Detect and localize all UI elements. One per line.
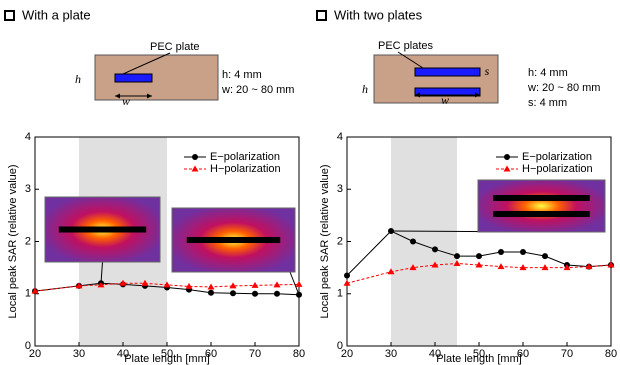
x-axis-label: Plate length [mm] (436, 353, 522, 365)
marker (344, 272, 350, 278)
marker (476, 253, 482, 259)
marker (208, 290, 214, 296)
marker (454, 253, 460, 259)
diagram-label: PEC plates (378, 40, 434, 52)
y-tick-label: 4 (337, 131, 343, 143)
spec-text: h: 4 mm (528, 67, 568, 79)
y-tick-label: 3 (337, 183, 343, 195)
y-axis-label: Local peak SAR (relative value) (7, 164, 19, 318)
pec-plate (115, 74, 152, 82)
y-tick-label: 2 (337, 235, 343, 247)
plate-in-field (493, 195, 590, 201)
x-tick-label: 20 (341, 348, 353, 360)
figure: With a plate PEC plate h w h: 4 mm w: 20 ~ 80… (0, 0, 620, 365)
substrate (95, 55, 218, 100)
x-tick-label: 20 (29, 348, 41, 360)
marker (230, 290, 236, 296)
x-tick-label: 70 (249, 348, 261, 360)
plate-in-field (187, 237, 280, 243)
spec-text: s: 4 mm (528, 97, 567, 109)
legend-label: H−polarization (522, 163, 593, 175)
spec-text: w: 20 ~ 80 mm (527, 82, 600, 94)
marker (498, 249, 504, 255)
marker (410, 239, 416, 245)
x-axis-label: Plate length [mm] (124, 353, 210, 365)
field-inset (478, 180, 605, 232)
marker (520, 249, 526, 255)
legend-marker (192, 166, 199, 172)
legend-label: H−polarization (210, 163, 281, 175)
title-box-icon (317, 11, 326, 20)
marker (498, 263, 505, 269)
y-axis-label: Local peak SAR (relative value) (319, 164, 331, 318)
panel-title: With a plate (22, 7, 91, 22)
spec-text: w: 20 ~ 80 mm (221, 84, 294, 96)
marker (208, 283, 215, 289)
diagram-label: PEC plate (150, 41, 200, 53)
y-tick-label: 1 (337, 288, 343, 300)
marker (252, 291, 258, 297)
dim-symbol: s (485, 64, 490, 78)
legend-label: E−polarization (522, 151, 592, 163)
highlight-band (391, 137, 457, 346)
y-tick-label: 3 (25, 183, 31, 195)
title-box-icon (5, 11, 14, 20)
legend-marker (504, 166, 511, 172)
plate-in-field (493, 211, 590, 217)
legend-marker (504, 154, 510, 160)
y-tick-label: 2 (25, 235, 31, 247)
y-tick-label: 1 (25, 288, 31, 300)
dim-symbol: h (362, 82, 368, 96)
dim-symbol: w (441, 93, 449, 107)
y-tick-label: 4 (25, 131, 31, 143)
marker (542, 253, 548, 259)
dim-symbol: h (75, 72, 81, 86)
legend-marker (192, 154, 198, 160)
plate-in-field (59, 227, 146, 233)
x-tick-label: 80 (293, 348, 305, 360)
dim-symbol: w (122, 94, 130, 108)
legend-label: E−polarization (210, 151, 280, 163)
panel-title: With two plates (334, 7, 423, 22)
marker (274, 291, 280, 297)
spec-text: h: 4 mm (222, 69, 262, 81)
marker (296, 281, 303, 287)
x-tick-label: 70 (561, 348, 573, 360)
x-tick-label: 80 (605, 348, 617, 360)
x-tick-label: 30 (73, 348, 85, 360)
marker (432, 246, 438, 252)
x-tick-label: 30 (385, 348, 397, 360)
pec-plate (415, 68, 480, 76)
